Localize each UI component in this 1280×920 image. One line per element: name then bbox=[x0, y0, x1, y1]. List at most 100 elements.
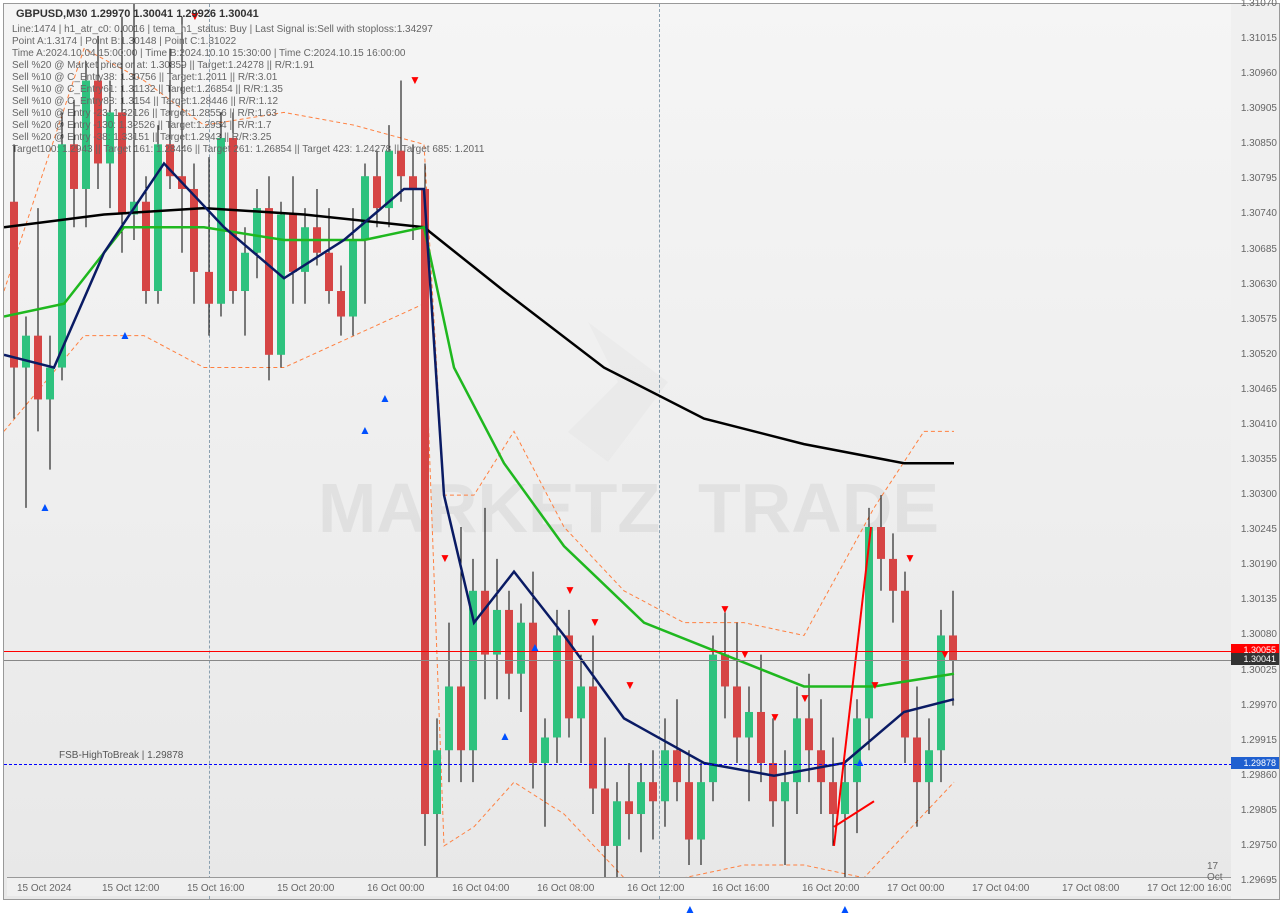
candle bbox=[769, 763, 777, 801]
info-line: Line:1474 | h1_atr_c0: 0.0016 | tema_h1_… bbox=[12, 24, 433, 35]
price-tick: 1.31070 bbox=[1233, 0, 1277, 9]
time-tick: 16 Oct 08:00 bbox=[537, 883, 594, 894]
candle bbox=[46, 368, 54, 400]
time-tick: 17 Oct 00:00 bbox=[887, 883, 944, 894]
arrow-down-icon: ▼ bbox=[719, 602, 731, 616]
candle bbox=[493, 610, 501, 655]
candle bbox=[325, 253, 333, 291]
info-line: Sell %10 @ Entry -23: 1.32126 || Target:… bbox=[12, 108, 277, 119]
price-tick: 1.29750 bbox=[1233, 840, 1277, 851]
arrow-up-icon: ▲ bbox=[39, 500, 51, 514]
candle bbox=[505, 610, 513, 674]
horizontal-line bbox=[4, 764, 1232, 765]
time-tick: 15 Oct 20:00 bbox=[277, 883, 334, 894]
arrow-down-icon: ▼ bbox=[624, 678, 636, 692]
candle bbox=[601, 789, 609, 846]
candle bbox=[733, 686, 741, 737]
candle bbox=[265, 208, 273, 355]
candle bbox=[913, 737, 921, 782]
chart-container: MARKETZ TRADE ▲▲▼▲▲▼▼▲▲▼▼▼▲▼▼▼▼▲▲▼▼▼ GBP… bbox=[0, 0, 1280, 920]
candle bbox=[433, 750, 441, 814]
candle bbox=[685, 782, 693, 839]
candle bbox=[34, 336, 42, 400]
candle bbox=[445, 686, 453, 750]
candle bbox=[481, 591, 489, 655]
candle bbox=[541, 737, 549, 763]
price-tick: 1.30795 bbox=[1233, 173, 1277, 184]
arrow-up-icon: ▲ bbox=[379, 391, 391, 405]
candle bbox=[625, 801, 633, 814]
horizontal-line bbox=[4, 660, 1232, 661]
price-tick: 1.29915 bbox=[1233, 735, 1277, 746]
candle bbox=[589, 686, 597, 788]
candle bbox=[517, 623, 525, 674]
price-tick: 1.29805 bbox=[1233, 805, 1277, 816]
time-tick: 17 Oct 04:00 bbox=[972, 883, 1029, 894]
candle bbox=[229, 138, 237, 291]
candle bbox=[901, 591, 909, 738]
time-tick: 16 Oct 04:00 bbox=[452, 883, 509, 894]
chart-area[interactable]: MARKETZ TRADE ▲▲▼▲▲▼▼▲▲▼▼▼▲▼▼▼▼▲▲▼▼▼ GBP… bbox=[3, 3, 1233, 900]
candle bbox=[697, 782, 705, 839]
price-tick: 1.30080 bbox=[1233, 629, 1277, 640]
arrow-down-icon: ▼ bbox=[799, 691, 811, 705]
price-tick: 1.29970 bbox=[1233, 700, 1277, 711]
candle bbox=[649, 782, 657, 801]
arrow-up-icon: ▲ bbox=[119, 328, 131, 342]
candle bbox=[805, 718, 813, 750]
candle bbox=[277, 214, 285, 354]
candle bbox=[577, 686, 585, 718]
candle bbox=[757, 712, 765, 763]
arrow-down-icon: ▼ bbox=[904, 551, 916, 565]
arrow-down-icon: ▼ bbox=[739, 647, 751, 661]
candle bbox=[142, 202, 150, 291]
arrow-down-icon: ▼ bbox=[564, 583, 576, 597]
info-line: Sell %20 @ Market price or at: 1.30859 |… bbox=[12, 60, 314, 71]
candle bbox=[925, 750, 933, 782]
candle bbox=[781, 782, 789, 801]
arrow-down-icon: ▼ bbox=[939, 647, 951, 661]
arrow-down-icon: ▼ bbox=[589, 615, 601, 629]
price-tick: 1.30740 bbox=[1233, 208, 1277, 219]
info-line: Time A:2024.10.04 15:00:00 | Time B:2024… bbox=[12, 48, 405, 59]
arrow-up-icon: ▲ bbox=[839, 902, 851, 916]
price-tick: 1.30905 bbox=[1233, 103, 1277, 114]
info-line: Target100: 1.2943 || Target 161: 1.28446… bbox=[12, 144, 484, 155]
candle bbox=[829, 782, 837, 814]
info-line: Point A:1.3174 | Point B:1.30148 | Point… bbox=[12, 36, 236, 47]
info-line: Sell %10 @ C_Entry88: 1.3154 || Target:1… bbox=[12, 96, 278, 107]
candle bbox=[241, 253, 249, 291]
price-tick: 1.29695 bbox=[1233, 875, 1277, 886]
price-tick: 1.30685 bbox=[1233, 244, 1277, 255]
price-tick: 1.31015 bbox=[1233, 33, 1277, 44]
chart-title: GBPUSD,M30 1.29970 1.30041 1.29926 1.300… bbox=[16, 8, 259, 20]
time-tick: 16 Oct 20:00 bbox=[802, 883, 859, 894]
time-tick: 15 Oct 12:00 bbox=[102, 883, 159, 894]
arrow-up-icon: ▲ bbox=[499, 729, 511, 743]
candle bbox=[889, 559, 897, 591]
fsb-label: FSB-HighToBreak | 1.29878 bbox=[59, 750, 183, 761]
candle bbox=[673, 750, 681, 782]
horizontal-line bbox=[4, 651, 1232, 652]
arrow-up-icon: ▲ bbox=[684, 902, 696, 916]
time-tick: 16 Oct 16:00 bbox=[712, 883, 769, 894]
candle bbox=[877, 527, 885, 559]
price-tick: 1.30465 bbox=[1233, 384, 1277, 395]
time-scale: 15 Oct 2024 15 Oct 12:00 15 Oct 16:00 15 Oc… bbox=[7, 877, 1235, 896]
price-tick: 1.30575 bbox=[1233, 314, 1277, 325]
info-line: Sell %20 @ Entry -38: 1.33151 || Target:… bbox=[12, 132, 271, 143]
candle bbox=[349, 240, 357, 317]
candle bbox=[373, 176, 381, 208]
price-tick: 1.29860 bbox=[1233, 770, 1277, 781]
candle bbox=[637, 782, 645, 814]
candle bbox=[289, 214, 297, 271]
time-tick: 15 Oct 2024 bbox=[17, 883, 71, 894]
info-line: Sell %10 @ C_Entry38: 1.30756 || Target:… bbox=[12, 72, 277, 83]
candle bbox=[613, 801, 621, 846]
time-tick: 17 Oct 08:00 bbox=[1062, 883, 1119, 894]
candle bbox=[421, 189, 429, 814]
info-line: Sell %20 @ Entry -130: 1.32526 || Target… bbox=[12, 120, 271, 131]
price-tick: 1.30520 bbox=[1233, 349, 1277, 360]
time-tick: 15 Oct 16:00 bbox=[187, 883, 244, 894]
price-tick: 1.30300 bbox=[1233, 489, 1277, 500]
